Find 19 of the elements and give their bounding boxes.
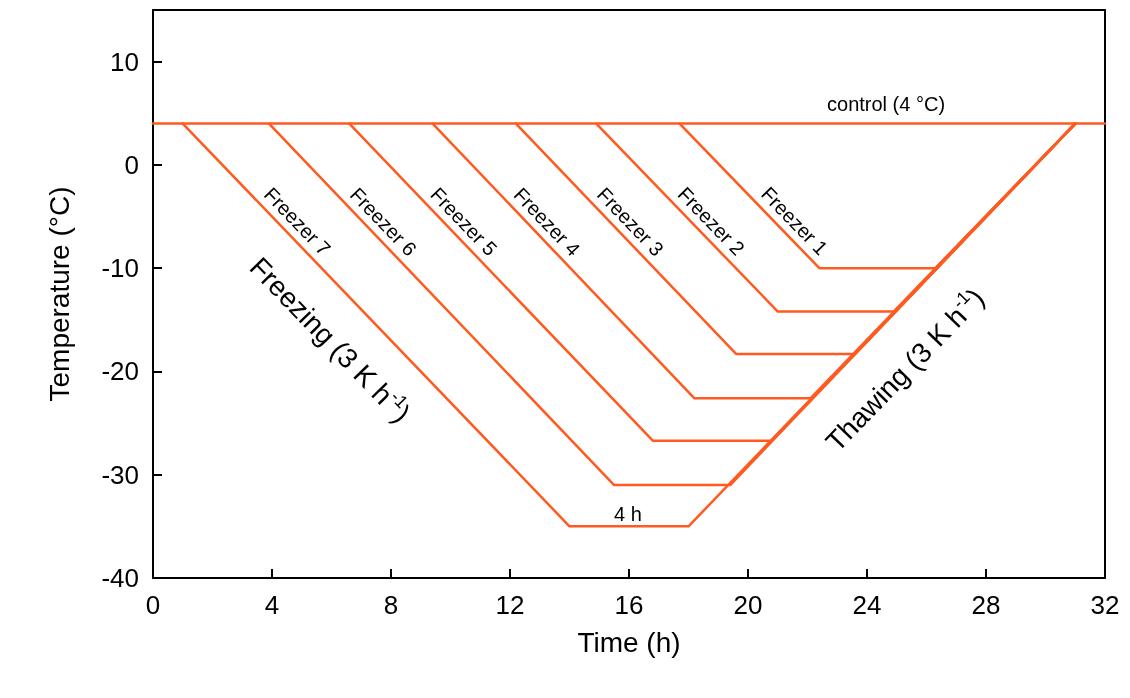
y-axis-title: Temperature (°C) (43, 186, 75, 402)
x-tick-label: 8 (383, 590, 399, 620)
x-tick-label: 16 (614, 590, 644, 620)
annotation: 4 h (614, 503, 642, 525)
x-tick-label: 20 (733, 590, 763, 620)
x-tick-label: 28 (971, 590, 1001, 620)
y-tick-label: -30 (101, 459, 139, 490)
x-tick-label: 24 (852, 590, 882, 620)
series-label: control (4 °C) (827, 92, 946, 115)
y-tick-label: 0 (124, 149, 139, 180)
x-tick-label: 32 (1090, 590, 1120, 620)
x-axis-title: Time (h) (577, 626, 681, 658)
y-tick-label: -10 (101, 253, 139, 284)
x-tick-label: 4 (264, 590, 280, 620)
x-tick-label: 0 (145, 590, 161, 620)
x-tick-label: 12 (495, 590, 525, 620)
y-tick-label: -20 (101, 356, 139, 387)
y-tick-label: 10 (110, 46, 139, 77)
y-tick-label: -40 (101, 563, 139, 593)
